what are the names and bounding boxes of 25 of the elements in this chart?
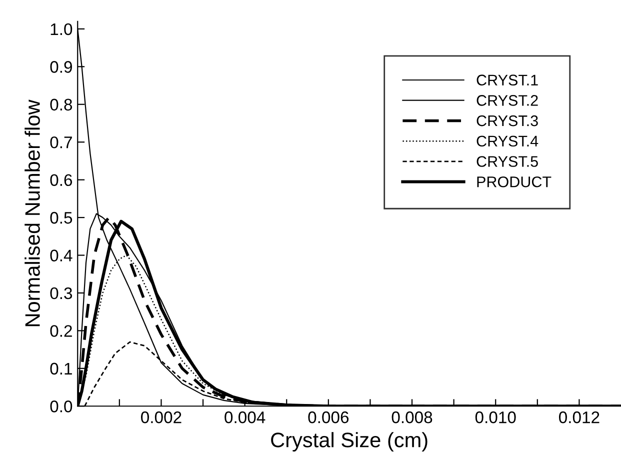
y-axis-title: Normalised Number flow: [24, 100, 40, 326]
y-tick-label: 0.3: [50, 287, 72, 300]
legend-label: CRYST.3: [476, 115, 538, 126]
x-tick-label: 0.004: [224, 411, 266, 424]
legend-label: CRYST.2: [476, 95, 538, 106]
x-tick-label: 0.002: [141, 411, 182, 424]
legend-label: PRODUCT: [477, 176, 552, 188]
y-tick-label: 1.0: [50, 23, 72, 36]
y-tick-label: 0.9: [50, 61, 72, 73]
y-tick-label: 0.6: [50, 174, 72, 186]
legend-label: CRYST.5: [476, 156, 538, 167]
y-tick-label: 0.8: [50, 98, 72, 111]
x-tick-label: 0.010: [475, 411, 516, 424]
x-axis-title: Crystal Size (cm): [271, 432, 428, 452]
y-tick-label: 0.0: [50, 400, 72, 412]
x-tick-label: 0.006: [308, 411, 349, 424]
legend-label: CRYST.4: [476, 136, 538, 147]
y-tick-label: 0.2: [50, 325, 72, 337]
y-tick-label: 0.1: [50, 362, 72, 375]
x-tick-label: 0.008: [392, 411, 432, 424]
x-tick-label: 0.012: [559, 411, 600, 424]
y-tick-label: 0.7: [50, 136, 72, 148]
y-tick-label: 0.5: [50, 212, 72, 224]
legend-label: CRYST.1: [476, 74, 538, 86]
y-tick-label: 0.4: [50, 250, 72, 262]
